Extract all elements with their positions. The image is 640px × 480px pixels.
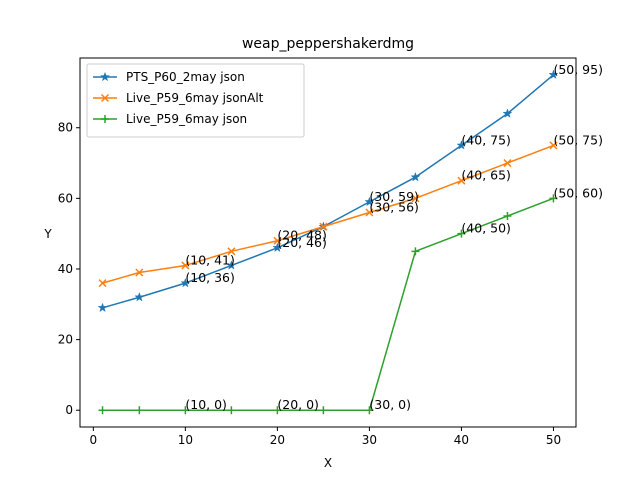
data-label: (30, 0) [369, 397, 411, 412]
data-label: (20, 46) [277, 235, 327, 250]
data-point [273, 236, 282, 245]
data-point [135, 406, 144, 415]
data-point [273, 406, 282, 415]
data-point [365, 208, 374, 217]
data-label: (20, 0) [277, 397, 319, 412]
legend-label: PTS_P60_2may json [126, 70, 245, 84]
data-label: (20, 48) [277, 228, 327, 243]
legend-label: Live_P59_6may json [126, 112, 247, 126]
data-point [181, 406, 190, 415]
data-label: (50, 60) [553, 185, 603, 200]
series-live-p59-6may-jsonalt [98, 141, 558, 288]
legend-item: Live_P59_6may jsonAlt [93, 91, 264, 105]
data-label: (30, 56) [369, 199, 419, 214]
data-point [319, 222, 328, 231]
legend-marker [100, 93, 110, 103]
x-tick-label: 20 [270, 433, 285, 447]
x-axis-label: X [324, 456, 332, 470]
legend-label: Live_P59_6may jsonAlt [126, 91, 264, 105]
data-label: (10, 36) [185, 270, 235, 285]
y-tick-label: 60 [58, 191, 73, 205]
data-point [98, 279, 107, 288]
data-point [97, 302, 108, 313]
legend-item: Live_P59_6may json [93, 112, 247, 126]
data-point [364, 196, 375, 207]
y-tick-label: 40 [58, 262, 73, 276]
data-point [226, 260, 237, 270]
data-point [227, 247, 236, 256]
chart-title: weap_peppershakerdmg [242, 36, 414, 52]
x-tick-label: 10 [178, 433, 193, 447]
data-label: (40, 50) [461, 221, 511, 236]
data-point [227, 406, 236, 415]
y-axis-label: Y [43, 227, 52, 241]
data-point [134, 291, 145, 302]
data-point [457, 176, 466, 185]
annotations: (10, 36) (20, 46) (30, 59) (40, 75) (50, 95)… [185, 62, 603, 412]
data-point [319, 406, 328, 415]
legend: PTS_P60_2may json Live_P59_6may jsonAlt Li… [86, 63, 305, 138]
legend-marker [101, 115, 109, 123]
y-tick-label: 80 [58, 121, 73, 135]
y-tick-label: 20 [58, 333, 73, 347]
data-point [98, 406, 107, 415]
x-tick-label: 40 [454, 433, 469, 447]
data-point [549, 194, 558, 203]
data-point [410, 171, 421, 182]
plot-area: (10, 36) (20, 46) (30, 59) (40, 75) (50, 95)… [58, 57, 603, 447]
axes-frame [79, 57, 577, 428]
data-label: (50, 95) [553, 62, 603, 77]
data-label: (30, 59) [369, 189, 419, 204]
y-tick-label: 0 [65, 403, 73, 417]
data-point [181, 261, 190, 270]
data-point [549, 141, 558, 150]
legend-item: PTS_P60_2may json [93, 70, 245, 84]
series-live-p59-6may-json [98, 194, 558, 415]
data-point [548, 69, 559, 80]
data-label: (10, 0) [185, 397, 227, 412]
data-point [180, 277, 191, 288]
data-label: (10, 41) [185, 252, 235, 267]
data-point [457, 229, 466, 238]
x-tick-label: 50 [546, 433, 561, 447]
data-point [502, 108, 513, 118]
data-point [272, 242, 283, 253]
data-label: (40, 65) [461, 168, 511, 183]
data-point [411, 247, 420, 256]
data-point [411, 194, 420, 203]
data-label: (40, 75) [461, 132, 511, 147]
data-point [365, 406, 374, 415]
x-tick-label: 30 [362, 433, 377, 447]
x-tick-label: 0 [90, 433, 98, 447]
data-point [503, 159, 512, 168]
data-point [456, 140, 467, 150]
data-point [503, 212, 512, 221]
data-point [135, 268, 144, 277]
legend-marker [99, 71, 111, 82]
data-label: (50, 75) [553, 132, 603, 147]
legend-frame [86, 63, 305, 138]
